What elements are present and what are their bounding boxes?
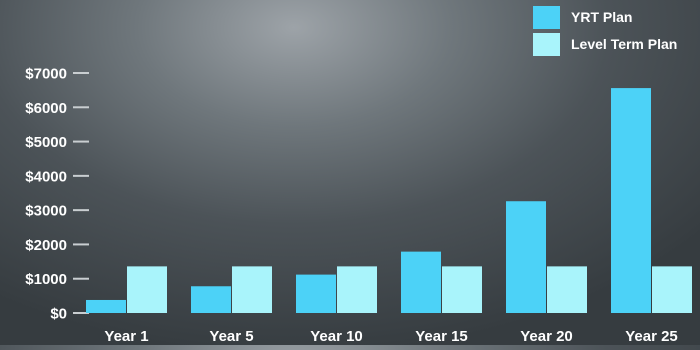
bar-level-term-year-5 bbox=[232, 266, 272, 313]
bars bbox=[86, 88, 692, 313]
x-axis: Year 1 Year 5 Year 10 Year 15 Year 20 Year 25 bbox=[104, 328, 677, 345]
bar-level-term-year-20 bbox=[547, 266, 587, 313]
legend-swatch bbox=[533, 6, 560, 29]
x-tick-label: Year 5 bbox=[209, 328, 253, 345]
legend-label: Level Term Plan bbox=[571, 36, 677, 52]
y-axis: $0 $1000 $2000 $3000 $4000 $5000 $6000 $7000 bbox=[25, 66, 89, 323]
y-tick-label: $5000 bbox=[25, 134, 67, 151]
y-tick-label: $1000 bbox=[25, 271, 67, 288]
y-tick-label: $4000 bbox=[25, 168, 67, 185]
legend-label: YRT Plan bbox=[571, 9, 632, 25]
y-tick-label: $0 bbox=[50, 306, 67, 323]
y-tick-label: $6000 bbox=[25, 100, 67, 117]
bar-yrt-year-1 bbox=[86, 299, 126, 313]
y-tick-label: $3000 bbox=[25, 203, 67, 220]
x-tick-label: Year 1 bbox=[104, 328, 148, 345]
bar-yrt-year-15 bbox=[401, 251, 441, 313]
y-tick-label: $2000 bbox=[25, 237, 67, 254]
legend-swatch bbox=[533, 33, 560, 56]
bar-level-term-year-15 bbox=[442, 266, 482, 313]
bar-yrt-year-25 bbox=[611, 88, 651, 313]
bar-level-term-year-25 bbox=[652, 266, 692, 313]
bar-level-term-year-1 bbox=[127, 266, 167, 313]
x-tick-label: Year 10 bbox=[310, 328, 363, 345]
x-tick-label: Year 20 bbox=[520, 328, 573, 345]
x-tick-label: Year 15 bbox=[415, 328, 468, 345]
bar-yrt-year-10 bbox=[296, 274, 336, 313]
x-tick-label: Year 25 bbox=[625, 328, 678, 345]
legend: YRT Plan Level Term Plan bbox=[533, 6, 677, 56]
bar-level-term-year-10 bbox=[337, 266, 377, 313]
bar-yrt-year-20 bbox=[506, 201, 546, 313]
bar-yrt-year-5 bbox=[191, 286, 231, 313]
y-tick-label: $7000 bbox=[25, 66, 67, 83]
